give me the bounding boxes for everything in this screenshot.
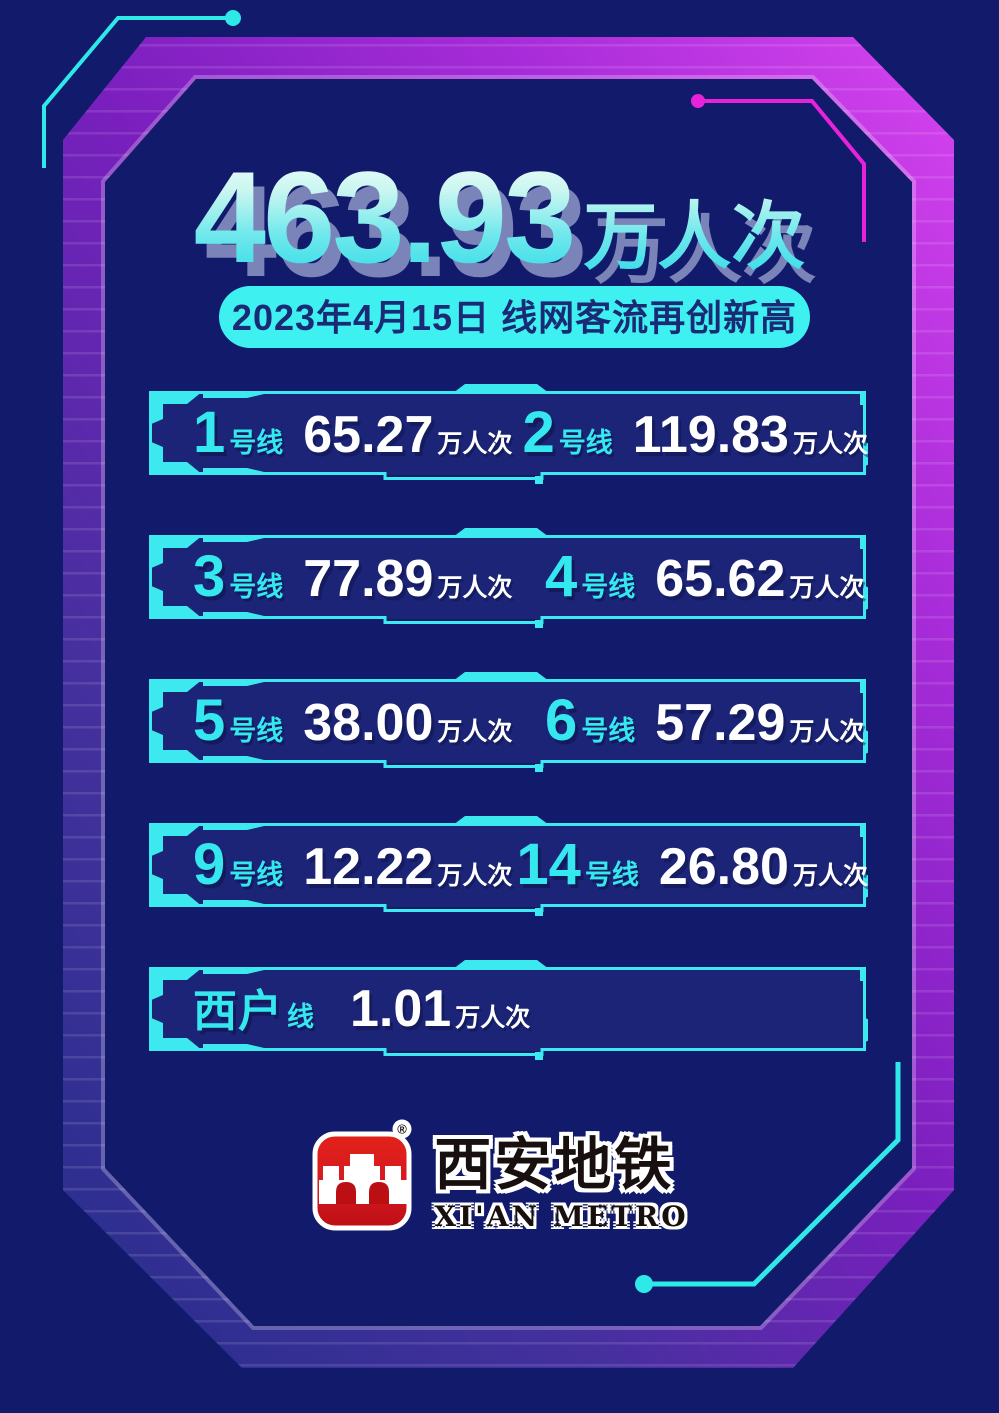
metro-line-row-3: 5 号线 38.00 万人次 6 号线 57.29 万人次 (147, 672, 868, 772)
line-number: 2 (522, 400, 555, 465)
line-number: 5 (193, 688, 226, 753)
row-frame-decoration (149, 384, 868, 484)
line-value-unit: 万人次 (437, 718, 513, 746)
date-subtitle-pill: 2023年4月15日 线网客流再创新高 (219, 286, 810, 348)
line-value: 38.00 (303, 694, 434, 752)
line-unit: 号线 (229, 860, 284, 890)
line-unit: 号线 (229, 716, 284, 746)
line-value-unit: 万人次 (789, 718, 865, 746)
city-wall-gate-icon: ® (312, 1119, 412, 1231)
line-value-unit: 万人次 (437, 574, 513, 602)
circuit-line-top-left (42, 10, 241, 168)
metro-line-row-4: 9 号线 12.22 万人次 14 号线 26.80 万人次 (147, 816, 868, 916)
circuit-line-bottom-right (635, 1062, 901, 1293)
line-value-unit: 万人次 (789, 574, 865, 602)
metro-line-row-1: 1 号线 65.27 万人次 2 号线 119.83 万人次 (147, 384, 868, 484)
line-number: 西户 (193, 987, 283, 1036)
xian-metro-logo: ® 西安地铁 XI'AN METRO (0, 1118, 999, 1233)
logo-text: 西安地铁 XI'AN METRO (434, 1118, 688, 1233)
line-unit: 号线 (229, 428, 284, 458)
logo-name-cn: 西安地铁 (434, 1133, 675, 1197)
line-unit: 线 (287, 1002, 314, 1032)
line-value: 77.89 (303, 550, 434, 608)
row-frame-decoration (149, 672, 868, 772)
row-frame-decoration (149, 960, 868, 1060)
circuit-line-top-right (691, 94, 866, 242)
registered-trademark-icon: ® (398, 1122, 408, 1137)
row-frame-decoration (149, 528, 868, 628)
line-number: 3 (193, 544, 226, 609)
line-value-unit: 万人次 (437, 430, 513, 458)
line-number: 9 (193, 832, 226, 897)
line-value-unit: 万人次 (792, 862, 868, 890)
line-value: 12.22 (303, 838, 434, 896)
line-value: 119.83 (632, 406, 789, 464)
line-value: 65.62 (655, 550, 786, 608)
line-number: 1 (193, 400, 226, 465)
metro-line-row-5: 西户 线 1.01 万人次 (147, 960, 868, 1060)
row-frame-decoration (149, 816, 868, 916)
line-unit: 号线 (581, 572, 636, 602)
line-value-unit: 万人次 (792, 430, 868, 458)
line-value: 1.01 (350, 980, 452, 1038)
line-value-unit: 万人次 (455, 1004, 531, 1032)
line-value: 65.27 (303, 406, 434, 464)
line-unit: 号线 (229, 572, 284, 602)
line-unit: 号线 (558, 428, 613, 458)
line-value: 26.80 (658, 838, 789, 896)
line-number: 4 (545, 544, 578, 609)
line-number: 14 (516, 832, 581, 897)
line-value: 57.29 (655, 694, 786, 752)
line-value-unit: 万人次 (437, 862, 513, 890)
line-unit: 号线 (584, 860, 639, 890)
line-number: 6 (545, 688, 578, 753)
line-unit: 号线 (581, 716, 636, 746)
headline-value: 463.93 万人次 (193, 144, 806, 290)
metro-line-row-2: 3 号线 77.89 万人次 4 号线 65.62 万人次 (147, 528, 868, 628)
logo-name-en: XI'AN METRO (434, 1199, 689, 1233)
